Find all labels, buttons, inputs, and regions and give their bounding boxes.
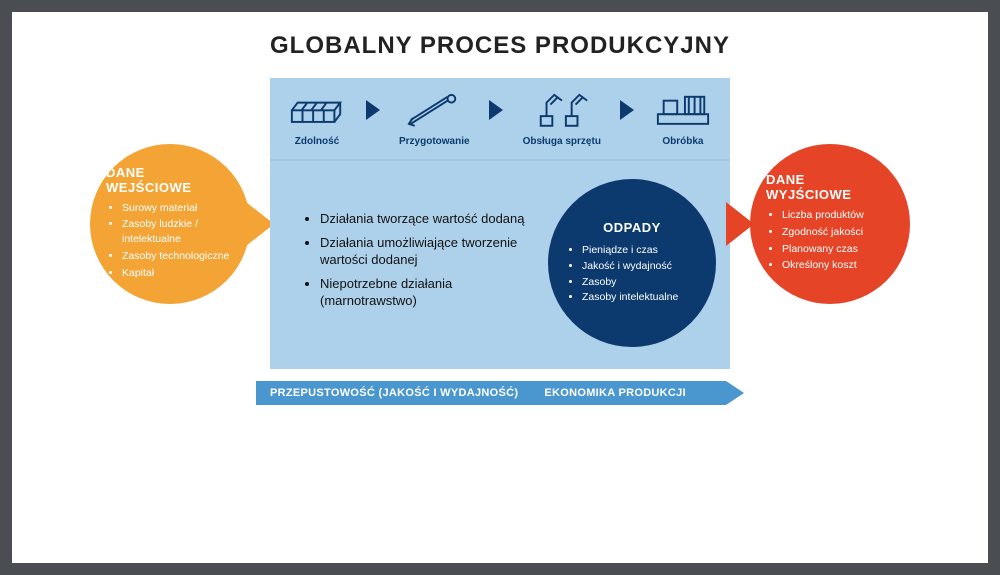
band-body: PRZEPUSTOWOŚĆ (JAKOŚĆ I WYDAJNOŚĆ) EKONO…	[256, 381, 726, 405]
action-item: Działania umożliwiające tworzenie wartoś…	[320, 234, 540, 269]
machining-icon	[654, 90, 712, 130]
stages-row: Zdolność Przygotowanie	[270, 78, 730, 161]
outer-frame: GLOBALNY PROCES PRODUKCYJNY DANE WEJŚCIO…	[0, 0, 1000, 575]
output-circle: DANE WYJŚCIOWE Liczba produktów Zgodność…	[750, 144, 910, 304]
waste-item: Zasoby	[582, 275, 698, 291]
waste-item: Zasoby intelektualne	[582, 290, 698, 306]
waste-circle: ODPADY Pieniądze i czas Jakość i wydajno…	[548, 179, 716, 347]
output-item: Planowany czas	[782, 242, 894, 257]
stage-capacity: Zdolność	[288, 90, 346, 147]
handling-icon	[533, 90, 591, 130]
stage-arrow-icon	[489, 100, 503, 120]
waste-item: Pieniądze i czas	[582, 243, 698, 259]
output-heading: DANE WYJŚCIOWE	[766, 172, 894, 202]
band-left-label: PRZEPUSTOWOŚĆ (JAKOŚĆ I WYDAJNOŚĆ)	[270, 387, 518, 399]
input-item: Surowy materiał	[122, 201, 234, 216]
page-title: GLOBALNY PROCES PRODUKCYJNY	[42, 32, 958, 60]
main-row: DANE WEJŚCIOWE Surowy materiał Zasoby lu…	[42, 78, 958, 369]
band-wrap: PRZEPUSTOWOŚĆ (JAKOŚĆ I WYDAJNOŚĆ) EKONO…	[42, 379, 958, 407]
input-heading: DANE WEJŚCIOWE	[106, 165, 234, 195]
band-arrow-icon	[726, 381, 744, 405]
waste-item: Jakość i wydajność	[582, 259, 698, 275]
stage-handling: Obsługa sprzętu	[523, 90, 601, 147]
action-item: Niepotrzebne działania (marnotrawstwo)	[320, 275, 540, 310]
lower-block: Działania tworzące wartość dodaną Działa…	[270, 161, 730, 369]
capacity-icon	[288, 90, 346, 130]
input-circle: DANE WEJŚCIOWE Surowy materiał Zasoby lu…	[90, 144, 250, 304]
stage-label: Obróbka	[662, 136, 703, 147]
stage-arrow-icon	[620, 100, 634, 120]
throughput-band: PRZEPUSTOWOŚĆ (JAKOŚĆ I WYDAJNOŚĆ) EKONO…	[256, 379, 744, 407]
stage-machining: Obróbka	[654, 90, 712, 147]
stage-label: Zdolność	[295, 136, 339, 147]
output-item: Zgodność jakości	[782, 225, 894, 240]
waste-heading: ODPADY	[566, 220, 698, 235]
input-item: Zasoby ludzkie / intelektualne	[122, 217, 234, 246]
input-item: Zasoby technologiczne	[122, 249, 234, 264]
waste-list: Pieniądze i czas Jakość i wydajność Zaso…	[566, 243, 698, 306]
output-item: Określony koszt	[782, 258, 894, 273]
output-list: Liczba produktów Zgodność jakości Planow…	[766, 208, 894, 275]
stage-arrow-icon	[366, 100, 380, 120]
stage-label: Obsługa sprzętu	[523, 136, 601, 147]
band-right-label: EKONOMIKA PRODUKCJI	[544, 387, 686, 399]
input-list: Surowy materiał Zasoby ludzkie / intelek…	[106, 201, 234, 282]
input-item: Kapitał	[122, 266, 234, 281]
action-item: Działania tworzące wartość dodaną	[320, 210, 540, 228]
prep-icon	[405, 90, 463, 130]
stage-prep: Przygotowanie	[399, 90, 470, 147]
output-item: Liczba produktów	[782, 208, 894, 223]
page: GLOBALNY PROCES PRODUKCYJNY DANE WEJŚCIO…	[12, 12, 988, 563]
center-block: Zdolność Przygotowanie	[270, 78, 730, 369]
stage-label: Przygotowanie	[399, 136, 470, 147]
actions-list: Działania tworzące wartość dodaną Działa…	[300, 210, 540, 316]
